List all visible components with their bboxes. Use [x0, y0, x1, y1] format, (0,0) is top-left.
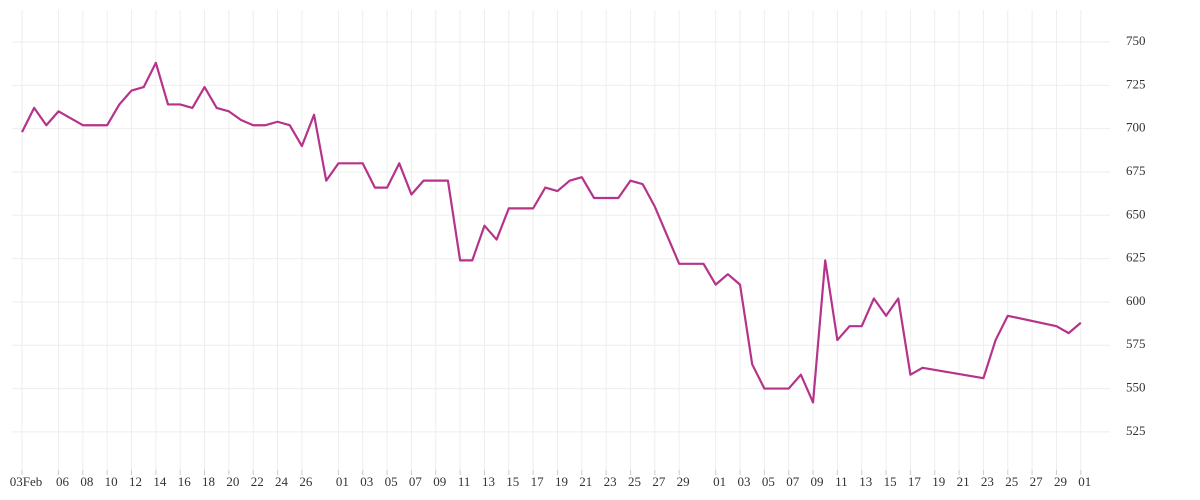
x-tick-label: 19: [932, 474, 945, 489]
x-tick-label: 01: [1078, 474, 1091, 489]
x-tick-label: 17: [908, 474, 922, 489]
y-tick-label: 525: [1126, 423, 1146, 438]
x-tick-label: 25: [628, 474, 641, 489]
y-tick-label: 700: [1126, 120, 1146, 135]
x-tick-label: 01: [336, 474, 349, 489]
x-tick-label: 11: [458, 474, 471, 489]
x-tick-label: 03: [360, 474, 373, 489]
x-tick-label: 13: [482, 474, 495, 489]
y-tick-label: 600: [1126, 293, 1146, 308]
x-tick-label: 15: [506, 474, 519, 489]
x-tick-label: 03Feb: [10, 474, 43, 489]
x-tick-label: 18: [202, 474, 215, 489]
x-tick-label: 15: [884, 474, 897, 489]
x-tick-label: 27: [1030, 474, 1044, 489]
x-tick-label: 13: [859, 474, 872, 489]
y-tick-label: 575: [1126, 336, 1146, 351]
x-tick-label: 22: [251, 474, 264, 489]
y-tick-label: 625: [1126, 250, 1146, 265]
y-tick-label: 725: [1126, 76, 1146, 91]
y-tick-label: 650: [1126, 206, 1146, 221]
x-tick-label: 25: [1005, 474, 1018, 489]
x-tick-label: 23: [604, 474, 617, 489]
x-tick-label: 29: [677, 474, 690, 489]
x-tick-label: 05: [762, 474, 775, 489]
x-tick-label: 01: [713, 474, 726, 489]
x-tick-label: 21: [579, 474, 592, 489]
x-tick-label: 24: [275, 474, 289, 489]
x-tick-label: 10: [105, 474, 118, 489]
x-tick-label: 06: [56, 474, 70, 489]
y-tick-label: 550: [1126, 380, 1146, 395]
x-tick-label: 12: [129, 474, 142, 489]
x-tick-label: 20: [226, 474, 239, 489]
x-tick-label: 17: [531, 474, 545, 489]
x-tick-label: 29: [1054, 474, 1067, 489]
x-tick-label: 09: [433, 474, 446, 489]
y-tick-label: 750: [1126, 33, 1146, 48]
x-tick-label: 09: [811, 474, 824, 489]
x-tick-label: 23: [981, 474, 994, 489]
x-tick-label: 03: [738, 474, 751, 489]
x-tick-label: 07: [409, 474, 423, 489]
x-tick-label: 21: [957, 474, 970, 489]
x-tick-label: 27: [652, 474, 666, 489]
x-tick-label: 11: [835, 474, 848, 489]
x-tick-label: 08: [80, 474, 93, 489]
x-tick-label: 16: [178, 474, 192, 489]
x-tick-label: 05: [385, 474, 398, 489]
y-tick-label: 675: [1126, 163, 1146, 178]
x-tick-label: 07: [786, 474, 800, 489]
x-tick-label: 14: [153, 474, 167, 489]
x-tick-label: 19: [555, 474, 568, 489]
price-line: [20, 61, 1082, 404]
x-tick-label: 26: [299, 474, 313, 489]
